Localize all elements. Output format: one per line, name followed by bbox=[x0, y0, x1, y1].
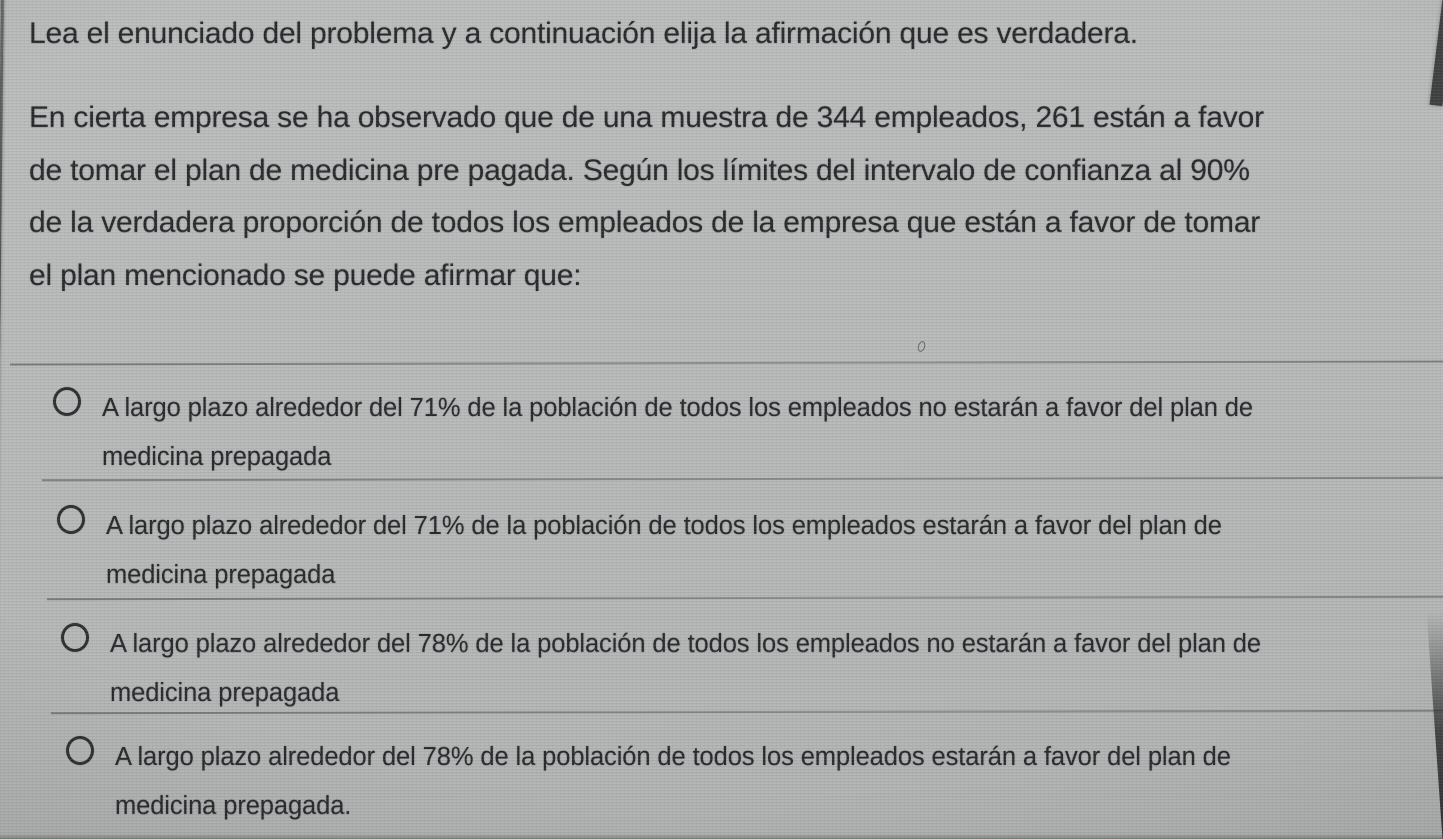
option-line: medicina prepagada. bbox=[115, 792, 352, 820]
photo-edge-left bbox=[0, 0, 4, 839]
problem-statement-line: el plan mencionado se puede afirmar que: bbox=[29, 258, 582, 292]
answer-option-1[interactable]: A largo plazo alrededor del 71% de la po… bbox=[53, 384, 1253, 482]
option-line: medicina prepagada bbox=[102, 443, 332, 471]
option-line: A largo plazo alrededor del 78% de la po… bbox=[110, 630, 1261, 658]
answer-option-3[interactable]: A largo plazo alrededor del 78% de la po… bbox=[61, 620, 1261, 718]
option-line: A largo plazo alrededor del 71% de la po… bbox=[106, 512, 1222, 540]
radio-unchecked-icon[interactable] bbox=[53, 387, 81, 416]
question-instruction: Lea el enunciado del problema y a contin… bbox=[29, 17, 1138, 50]
answer-option-2[interactable]: A largo plazo alrededor del 71% de la po… bbox=[57, 502, 1222, 600]
option-line: A largo plazo alrededor del 78% de la po… bbox=[115, 743, 1231, 771]
problem-statement-line: de la verdadera proporción de todos los … bbox=[29, 206, 1261, 239]
option-line: medicina prepagada bbox=[106, 561, 336, 589]
dust-speck bbox=[916, 340, 927, 353]
radio-unchecked-icon[interactable] bbox=[57, 505, 85, 534]
option-text: A largo plazo alrededor del 71% de la po… bbox=[102, 384, 1253, 482]
answer-option-4[interactable]: A largo plazo alrededor del 78% de la po… bbox=[66, 733, 1231, 831]
option-text: A largo plazo alrededor del 78% de la po… bbox=[115, 733, 1231, 831]
photo-edge-top-right bbox=[1429, 0, 1443, 107]
problem-statement-line: de tomar el plan de medicina pre pagada.… bbox=[29, 153, 1250, 187]
problem-statement-line: En cierta empresa se ha observado que de… bbox=[29, 101, 1264, 134]
problem-statement: En cierta empresa se ha observado que de… bbox=[29, 92, 1264, 302]
photo-edge-bottom-right bbox=[1426, 610, 1443, 839]
option-line: medicina prepagada bbox=[110, 679, 340, 707]
radio-unchecked-icon[interactable] bbox=[66, 736, 94, 765]
radio-unchecked-icon[interactable] bbox=[61, 623, 89, 652]
photo-edge-bottom bbox=[0, 834, 1443, 839]
divider bbox=[9, 360, 1443, 366]
option-text: A largo plazo alrededor del 71% de la po… bbox=[106, 502, 1222, 600]
option-line: A largo plazo alrededor del 71% de la po… bbox=[102, 394, 1253, 422]
option-text: A largo plazo alrededor del 78% de la po… bbox=[110, 620, 1261, 718]
